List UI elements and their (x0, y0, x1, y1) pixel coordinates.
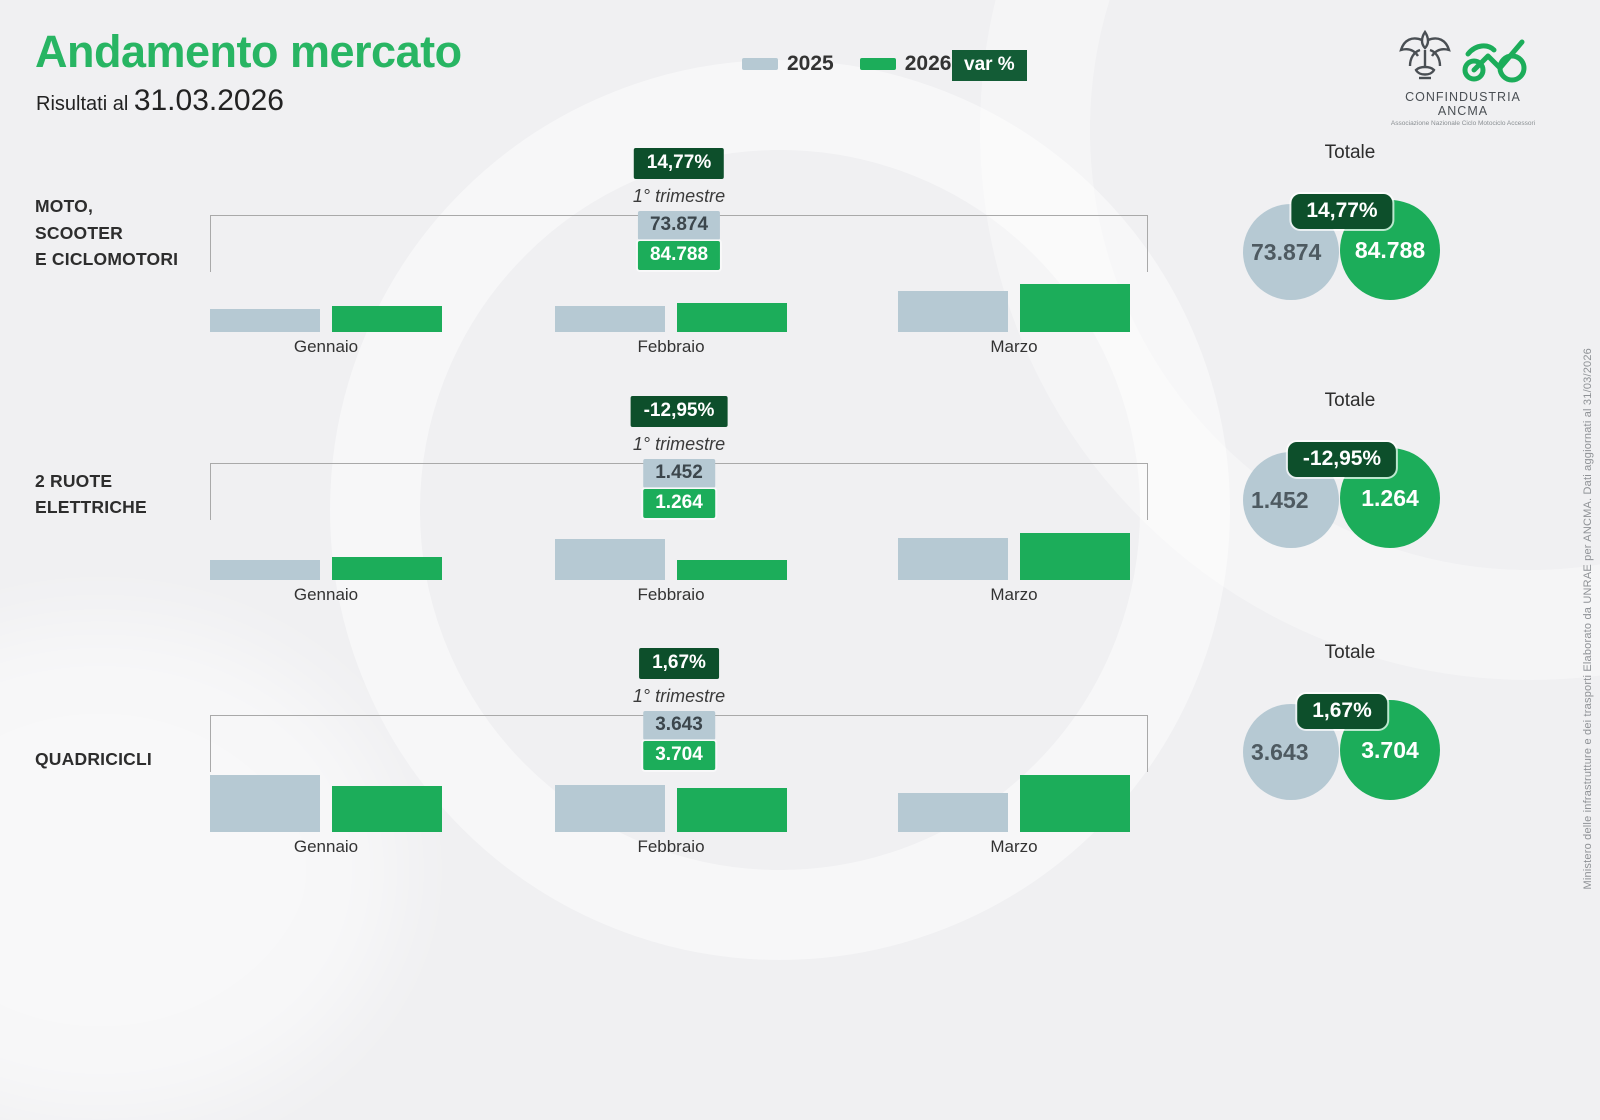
total-var-badge: 14,77% (1291, 194, 1393, 229)
bar-plot: 1,67% 1° trimestre 3.643 3.704 Gennaio F… (210, 642, 1148, 857)
branding-block: CONFINDUSTRIA ANCMA Associazione Naziona… (1388, 22, 1538, 127)
trimestre-label: 1° trimestre (632, 686, 726, 706)
bar-2026 (332, 306, 442, 332)
month-group-gennaio: Gennaio (210, 142, 442, 357)
category-label: QUADRICICLI (35, 746, 152, 772)
bar-2026 (332, 786, 442, 832)
month-label: Febbraio (637, 837, 705, 856)
bar-2025 (898, 793, 1008, 832)
bar-2026 (677, 303, 787, 332)
category-label-line: QUADRICICLI (35, 748, 152, 769)
source-attribution: Ministero delle infrastrutture e dei tra… (1582, 348, 1594, 890)
month-group-febbraio: Febbraio (555, 390, 787, 605)
legend: 2025 2026 (742, 52, 951, 76)
bar-2025 (555, 539, 665, 580)
totale-label: Totale (1324, 390, 1376, 411)
category-label-line: ELETTRICHE (35, 496, 147, 517)
month-label: Febbraio (637, 585, 705, 604)
bracket-cap-right (1147, 463, 1148, 520)
value-2025-badge: 1.452 (643, 459, 715, 488)
legend-swatch-2026 (859, 58, 896, 70)
value-2026-badge: 3.704 (643, 741, 715, 770)
category-label-line: E CICLOMOTORI (35, 248, 179, 269)
bracket-cap-left (210, 463, 211, 520)
total-var-badge: -12,95% (1287, 442, 1397, 477)
bar-2025 (555, 306, 665, 332)
month-label: Febbraio (637, 337, 705, 356)
bar-plot: 14,77% 1° trimestre 73.874 84.788 Gennai… (210, 142, 1148, 357)
category-label-line: SCOOTER (35, 222, 123, 243)
confindustria-eagle-icon (1399, 29, 1451, 80)
legend-item-2025: 2025 (742, 52, 834, 76)
bar-2026 (1020, 284, 1130, 332)
bracket-cap-right (1147, 215, 1148, 272)
brand-name: CONFINDUSTRIA ANCMA (1405, 90, 1521, 118)
bar-plot: -12,95% 1° trimestre 1.452 1.264 Gennaio… (210, 390, 1148, 605)
bar-2026 (677, 560, 787, 580)
month-group-marzo: Marzo (898, 390, 1130, 605)
month-group-marzo: Marzo (898, 142, 1130, 357)
bar-2026 (1020, 533, 1130, 580)
bar-2026 (332, 557, 442, 580)
bar-2026 (1020, 775, 1130, 832)
value-2026-badge: 84.788 (637, 241, 721, 270)
category-label: MOTO, SCOOTER E CICLOMOTORI (35, 193, 178, 272)
var-percent-badge: -12,95% (630, 396, 728, 427)
bracket-cap-left (210, 715, 211, 772)
value-2025-badge: 73.874 (637, 211, 721, 240)
month-group-marzo: Marzo (898, 642, 1130, 857)
page-title: Andamento mercato (35, 26, 462, 77)
category-label-line: 2 RUOTE (35, 470, 113, 491)
bar-2025 (555, 785, 665, 832)
total-var-badge: 1,67% (1297, 694, 1387, 729)
subtitle-date: 31.03.2026 (133, 84, 284, 117)
month-label: Marzo (990, 837, 1038, 856)
totale-label: Totale (1324, 642, 1376, 663)
month-label: Marzo (990, 585, 1038, 604)
bar-2025 (210, 775, 320, 832)
brand-tagline: Associazione Nazionale Ciclo Motociclo A… (1390, 120, 1536, 127)
totals-cluster: Totale 1.452 1.264 -12,95% (1230, 390, 1470, 605)
category-label: 2 RUOTE ELETTRICHE (35, 468, 147, 521)
trimestre-label: 1° trimestre (632, 186, 726, 206)
var-percent-chip: var % (952, 50, 1027, 81)
month-label: Gennaio (293, 585, 359, 604)
bar-2025 (210, 309, 320, 332)
section-2-ruote-elettriche: 2 RUOTE ELETTRICHE -12,95% 1° trimestre … (0, 390, 1600, 605)
trimestre-label: 1° trimestre (632, 434, 726, 454)
legend-item-2026: 2026 (859, 52, 952, 76)
month-group-gennaio: Gennaio (210, 390, 442, 605)
bar-2026 (677, 788, 787, 832)
brand-logos (1388, 22, 1538, 84)
var-percent-badge: 1,67% (639, 648, 719, 679)
month-group-febbraio: Febbraio (555, 642, 787, 857)
bar-2025 (898, 291, 1008, 332)
month-group-gennaio: Gennaio (210, 642, 442, 857)
bar-2025 (898, 538, 1008, 580)
month-label: Marzo (990, 337, 1038, 356)
month-label: Gennaio (293, 837, 359, 856)
bracket-cap-left (210, 215, 211, 272)
totale-label: Totale (1324, 142, 1376, 163)
category-label-line: MOTO, (35, 196, 94, 217)
results-subtitle: Risultati al 31.03.2026 (36, 84, 284, 118)
bracket-cap-right (1147, 715, 1148, 772)
month-group-febbraio: Febbraio (555, 142, 787, 357)
section-moto-scooter-ciclomotori: MOTO, SCOOTER E CICLOMOTORI 14,77% 1° tr… (0, 142, 1600, 357)
var-percent-badge: 14,77% (633, 148, 725, 179)
value-2026-badge: 1.264 (643, 489, 715, 518)
bar-2025 (210, 560, 320, 580)
totals-cluster: Totale 3.643 3.704 1,67% (1230, 642, 1470, 857)
section-quadricicli: QUADRICICLI 1,67% 1° trimestre 3.643 3.7… (0, 642, 1600, 857)
legend-label-2025: 2025 (787, 52, 834, 75)
month-label: Gennaio (293, 337, 359, 356)
legend-swatch-2025 (742, 58, 778, 70)
subtitle-prefix: Risultati al (36, 93, 134, 115)
value-2025-badge: 3.643 (643, 711, 715, 740)
legend-label-2026: 2026 (904, 52, 952, 75)
totals-cluster: Totale 73.874 84.788 14,77% (1230, 142, 1470, 357)
ancma-bike-icon (1462, 39, 1527, 83)
